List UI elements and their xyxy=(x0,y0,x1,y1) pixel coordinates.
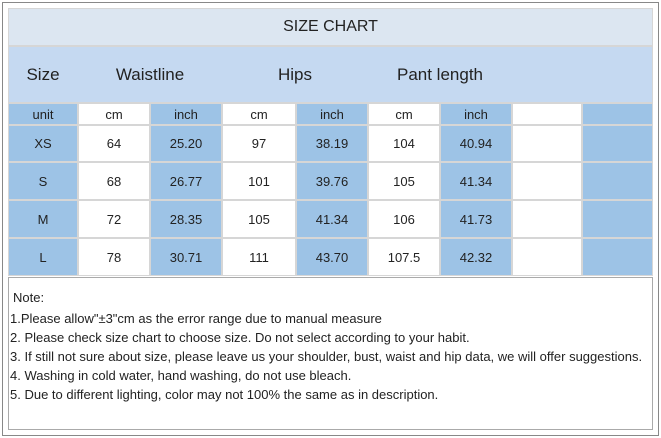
unit-cell xyxy=(582,103,653,125)
size-cell: 106 xyxy=(368,200,440,238)
size-cell: XS xyxy=(8,125,78,162)
note-line: 5. Due to different lighting, color may … xyxy=(10,387,439,402)
size-cell: 107.5 xyxy=(368,238,440,276)
header-row xyxy=(8,46,653,103)
size-cell: 41.34 xyxy=(296,200,368,238)
size-cell: 104 xyxy=(368,125,440,162)
size-cell: 28.35 xyxy=(150,200,222,238)
size-cell: 40.94 xyxy=(440,125,512,162)
size-cell xyxy=(582,162,653,200)
unit-cell: cm xyxy=(78,103,150,125)
unit-cell: inch xyxy=(150,103,222,125)
header-label: Waistline xyxy=(115,64,185,84)
size-cell: 72 xyxy=(78,200,150,238)
note-line: 1.Please allow"±3"cm as the error range … xyxy=(10,311,382,326)
size-cell xyxy=(582,200,653,238)
size-cell xyxy=(512,238,582,276)
title-cell: SIZE CHART xyxy=(8,8,653,46)
size-cell: 101 xyxy=(222,162,296,200)
size-cell: 41.34 xyxy=(440,162,512,200)
size-cell xyxy=(582,125,653,162)
size-cell: 42.32 xyxy=(440,238,512,276)
unit-cell xyxy=(512,103,582,125)
unit-cell: cm xyxy=(222,103,296,125)
note-line: 2. Please check size chart to choose siz… xyxy=(10,330,470,345)
size-cell: 25.20 xyxy=(150,125,222,162)
note-line: 4. Washing in cold water, hand washing, … xyxy=(10,368,352,383)
note-line: 3. If still not sure about size, please … xyxy=(10,349,643,364)
unit-cell: inch xyxy=(440,103,512,125)
size-cell: 68 xyxy=(78,162,150,200)
size-cell: 111 xyxy=(222,238,296,276)
size-cell: S xyxy=(8,162,78,200)
notes-box xyxy=(8,277,653,430)
size-cell xyxy=(512,125,582,162)
size-cell: 38.19 xyxy=(296,125,368,162)
size-cell: 105 xyxy=(222,200,296,238)
size-cell: 97 xyxy=(222,125,296,162)
size-cell: M xyxy=(8,200,78,238)
size-cell xyxy=(512,162,582,200)
size-cell: 41.73 xyxy=(440,200,512,238)
size-cell: 43.70 xyxy=(296,238,368,276)
unit-cell: inch xyxy=(296,103,368,125)
size-cell: 30.71 xyxy=(150,238,222,276)
header-label: Pant length xyxy=(396,64,483,84)
header-label: Hips xyxy=(277,64,312,84)
size-cell: 64 xyxy=(78,125,150,162)
size-cell: 78 xyxy=(78,238,150,276)
size-cell: 26.77 xyxy=(150,162,222,200)
size-cell: L xyxy=(8,238,78,276)
size-cell xyxy=(512,200,582,238)
size-cell: 39.76 xyxy=(296,162,368,200)
size-cell: 105 xyxy=(368,162,440,200)
size-cell xyxy=(582,238,653,276)
unit-cell: unit xyxy=(8,103,78,125)
note-heading: Note: xyxy=(13,290,45,305)
unit-cell: cm xyxy=(368,103,440,125)
header-label: Size xyxy=(26,64,60,84)
